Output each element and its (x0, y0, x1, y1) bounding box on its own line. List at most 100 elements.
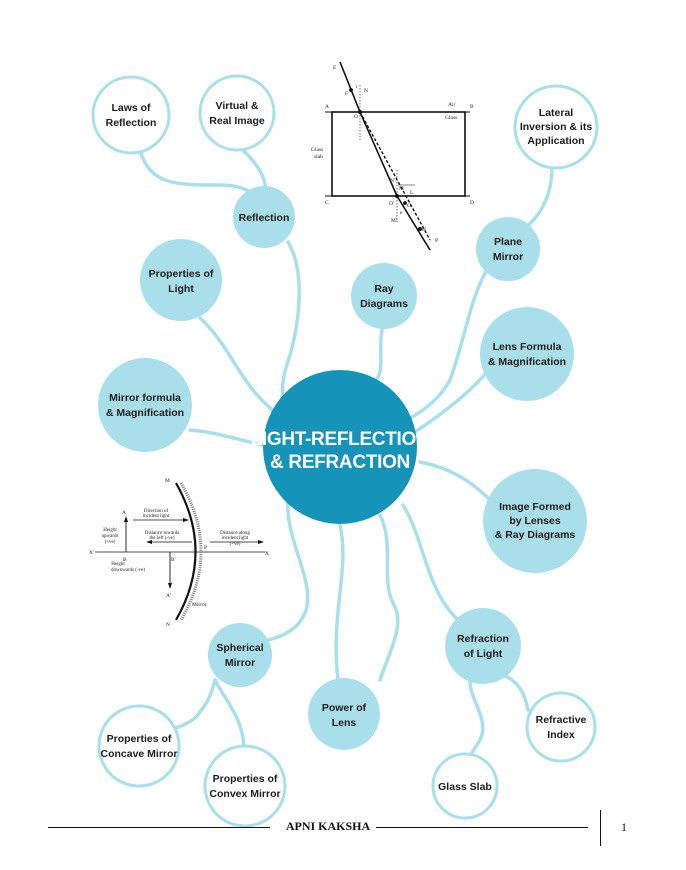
node-label: Convex Mirror (209, 788, 280, 800)
center-title-line1: LIGHT-REFLECTION (251, 429, 430, 450)
label-along3: (+ve) (230, 542, 241, 547)
node-label: Lens Formula (493, 341, 562, 353)
node-label: Properties of (213, 773, 278, 785)
node-refraction-of-light: Refraction of Light (445, 608, 521, 684)
label-a-mirror: A (122, 510, 126, 516)
label-along1: Distance along (220, 531, 250, 536)
node-label: Mirror (493, 251, 523, 263)
node-properties-of-light: Properties of Light (140, 239, 222, 321)
node-label: Laws of (111, 102, 151, 114)
label-height-up1: Height (103, 528, 117, 533)
label-glass: Glass (445, 115, 457, 121)
node-label: Real Image (209, 115, 265, 127)
node-label: Application (527, 135, 584, 147)
label-left1: Distance towards (145, 531, 180, 536)
node-label: Properties of (149, 268, 214, 280)
label-glass-slab: Glass (311, 147, 323, 153)
label-e: E (333, 65, 337, 71)
label-incident1: Direction of (144, 509, 169, 514)
label-r: r (365, 122, 367, 128)
node-label: of Light (464, 648, 503, 660)
node-virtual-real-image: Virtual & Real Image (198, 74, 276, 152)
node-glass-slab: Glass Slab (431, 752, 499, 820)
node-label: Reflection (106, 117, 157, 129)
node-label: & Ray Diagrams (495, 529, 576, 541)
node-label: Properties of (107, 733, 172, 745)
node-reflection: Reflection (233, 186, 295, 248)
node-properties-concave: Properties of Concave Mirror (97, 704, 181, 788)
label-along2: incident light (222, 536, 249, 541)
label-c: C (325, 200, 329, 206)
label-height-up3: (+ve) (105, 540, 116, 545)
label-incident2: incident light (143, 514, 170, 519)
label-mirror: Mirror (192, 602, 207, 608)
node-label: Power of (322, 702, 367, 714)
node-label: Spherical (216, 642, 263, 654)
node-refractive-index: Refractive Index (525, 691, 597, 763)
label-m1: M' (391, 218, 397, 224)
label-b-mirror: B (123, 557, 127, 563)
footer-line-right (358, 827, 588, 828)
label-b: B (470, 104, 474, 110)
center-title-line2: & REFRACTION (270, 452, 410, 473)
label-m: M (399, 186, 404, 192)
label-a: A (325, 104, 329, 110)
node-label: Glass Slab (438, 781, 492, 793)
footer-line-left (48, 827, 270, 828)
page-number: 1 (621, 820, 627, 834)
node-label: Lens (332, 717, 357, 729)
node-label: Mirror (225, 657, 255, 669)
label-n1: N' (390, 178, 395, 184)
node-label: Concave Mirror (100, 748, 177, 760)
node-label: Refraction (457, 633, 509, 645)
mirror-sign-labels: M A B B' A' N P X' X Direction of incide… (89, 478, 269, 628)
node-label: Ray (374, 283, 393, 295)
node-label: Reflection (239, 212, 290, 224)
label-x: X (265, 551, 269, 557)
node-properties-convex: Properties of Convex Mirror (203, 744, 287, 828)
label-air: Air (448, 102, 456, 108)
label-e-angle: e (400, 210, 403, 216)
node-label: Diagrams (360, 298, 408, 310)
node-label: Lateral (539, 107, 574, 119)
connector-lines (138, 143, 554, 762)
node-label: Virtual & (216, 100, 259, 112)
center-node: LIGHT-REFLECTION & REFRACTION (251, 370, 430, 524)
node-spherical-mirror: Spherical Mirror (208, 623, 272, 687)
node-lateral-inversion: Lateral Inversion & its Application (513, 84, 599, 170)
label-p-mirror: P (204, 545, 207, 551)
node-label: & Magnification (488, 356, 566, 368)
node-label: & Magnification (106, 407, 184, 419)
label-a1-mirror: A' (166, 593, 171, 599)
label-left2: the left (-ve) (150, 536, 175, 541)
label-l: L (410, 190, 414, 196)
mirror-sign-diagram (95, 482, 265, 621)
node-image-formed-lenses: Image Formed by Lenses & Ray Diagrams (483, 469, 587, 573)
glass-slab-labels: A B C D Air Glass Glass slab E F N O i r… (311, 65, 474, 244)
label-g: G (407, 203, 411, 209)
label-glass-slab2: slab (314, 154, 323, 160)
label-o1: O' (389, 201, 394, 207)
node-power-of-lens: Power of Lens (308, 678, 380, 750)
label-d: D (470, 200, 474, 206)
label-height-up2: upwards (102, 534, 119, 539)
label-p: P (435, 238, 438, 244)
node-mirror-formula: Mirror formula & Magnification (98, 358, 192, 452)
node-lens-formula: Lens Formula & Magnification (480, 307, 574, 401)
label-f: F (345, 91, 348, 97)
label-height-down1: Height (111, 562, 125, 567)
node-laws-of-reflection: Laws of Reflection (91, 75, 171, 155)
node-label: Light (168, 283, 194, 295)
node-label: Refractive (536, 714, 587, 726)
glass-slab-diagram (325, 61, 470, 251)
node-label: Mirror formula (109, 392, 181, 404)
node-label: Image Formed (499, 501, 571, 513)
label-x1: X' (89, 550, 94, 556)
node-ray-diagrams: Ray Diagrams (351, 263, 417, 329)
node-label: by Lenses (509, 515, 561, 527)
label-i: i (356, 84, 358, 90)
label-height-down2: downwards (-ve) (111, 568, 145, 573)
node-label: Plane (494, 236, 522, 248)
label-n: N (364, 88, 368, 94)
